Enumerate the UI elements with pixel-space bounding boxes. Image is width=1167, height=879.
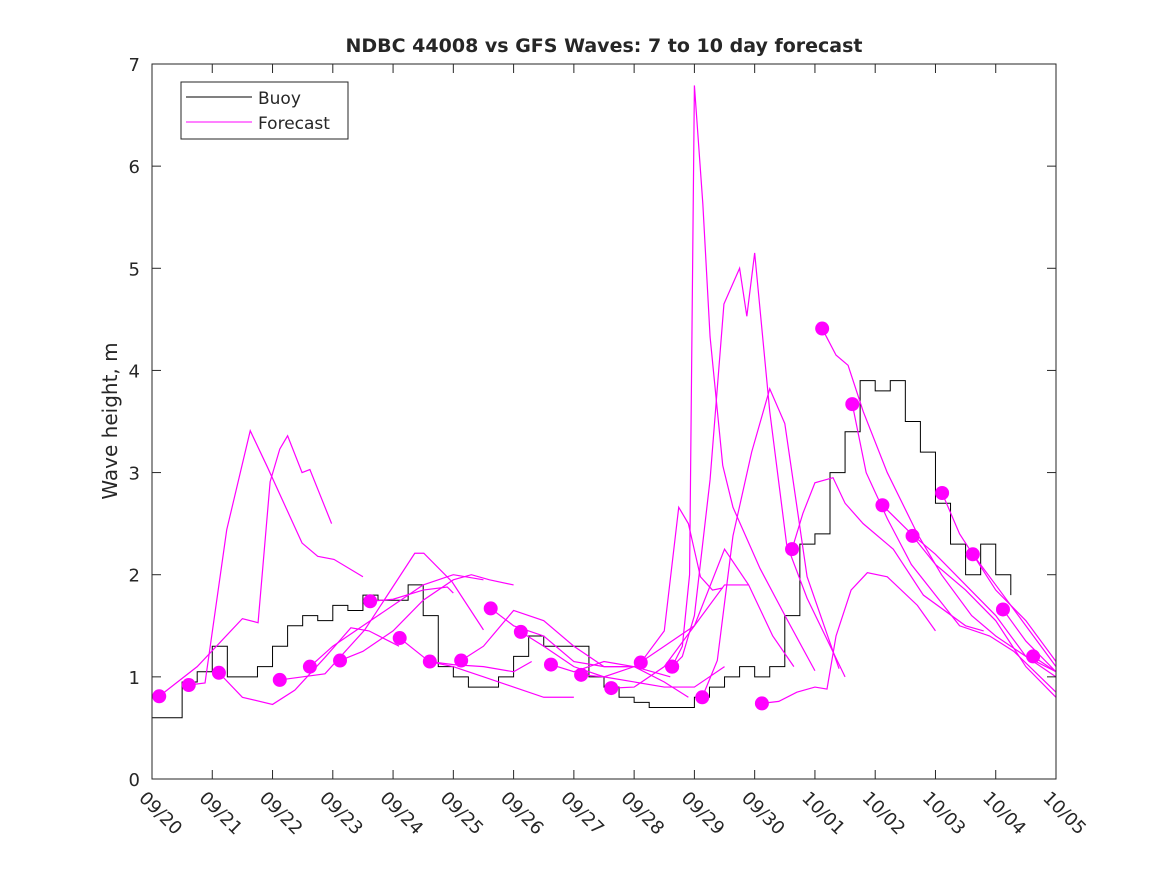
forecast-start-marker-13: [574, 667, 589, 682]
forecast-line-0: [158, 434, 333, 697]
forecast-start-marker-28: [1026, 649, 1041, 664]
legend-box: [180, 81, 349, 140]
y-tick-label: 2: [129, 566, 140, 587]
forecast-line-19: [761, 572, 936, 705]
forecast-start-marker-6: [363, 594, 378, 609]
forecast-line-4: [309, 574, 484, 668]
forecast-line-1: [188, 428, 364, 686]
forecast-start-marker-20: [785, 542, 800, 557]
forecast-line-12: [550, 660, 689, 698]
forecast-line-20: [791, 476, 984, 632]
forecast-line-18: [701, 387, 840, 698]
y-tick-label: 4: [129, 361, 140, 382]
forecast-start-marker-14: [604, 681, 619, 696]
plot-area: [152, 85, 1057, 719]
y-tick-label: 0: [129, 770, 140, 791]
forecast-line-26: [972, 553, 1057, 662]
forecast-start-marker-4: [302, 659, 317, 674]
forecast-start-marker-18: [695, 690, 710, 705]
y-axis-label: Wave height, m: [98, 342, 122, 499]
forecast-start-marker-26: [965, 547, 980, 562]
y-tick-label: 7: [129, 55, 140, 76]
forecast-start-marker-8: [422, 654, 437, 669]
forecast-line-25: [941, 492, 1057, 667]
forecast-line-22: [851, 404, 1057, 693]
forecast-line-24: [912, 535, 1057, 698]
forecast-line-15: [640, 505, 723, 663]
forecast-start-marker-23: [875, 498, 890, 513]
forecast-start-marker-9: [454, 653, 469, 668]
forecast-line-2: [218, 627, 400, 706]
forecast-start-marker-1: [181, 678, 196, 693]
forecast-start-marker-0: [152, 689, 167, 704]
legend: Buoy Forecast: [180, 81, 349, 140]
y-tick-label: 6: [129, 157, 140, 178]
y-tick-label: 3: [129, 464, 140, 485]
forecast-line-11: [520, 631, 725, 688]
forecast-start-marker-25: [935, 486, 950, 500]
buoy-series-line: [152, 380, 1012, 719]
forecast-start-marker-2: [211, 665, 226, 680]
forecast-start-marker-22: [845, 397, 860, 412]
forecast-start-marker-10: [483, 601, 498, 616]
chart-title: NDBC 44008 vs GFS Waves: 7 to 10 day for…: [345, 35, 862, 57]
forecast-start-marker-3: [272, 672, 287, 687]
axes-box: [151, 63, 1057, 780]
forecast-start-marker-11: [513, 624, 528, 639]
legend-forecast-label: Forecast: [258, 114, 330, 134]
forecast-line-8: [429, 660, 532, 673]
forecast-line-13: [581, 584, 749, 678]
forecast-line-3: [279, 552, 484, 681]
forecast-line-5: [339, 574, 514, 662]
forecast-start-marker-17: [665, 659, 680, 674]
forecast-line-6: [370, 586, 454, 602]
forecast-start-marker-27: [995, 602, 1010, 617]
forecast-start-marker-19: [754, 696, 769, 711]
y-tick-label: 1: [129, 668, 140, 689]
forecast-start-marker-15: [633, 655, 648, 670]
forecast-start-marker-12: [543, 657, 558, 672]
legend-buoy-label: Buoy: [258, 89, 301, 109]
forecast-line-16: [671, 85, 816, 672]
forecast-line-27: [1002, 609, 1057, 673]
forecast-start-marker-24: [905, 528, 920, 543]
forecast-start-marker-7: [392, 631, 407, 646]
y-tick-label: 5: [129, 259, 140, 280]
forecast-start-marker-21: [815, 321, 830, 336]
forecast-start-marker-5: [333, 653, 348, 668]
